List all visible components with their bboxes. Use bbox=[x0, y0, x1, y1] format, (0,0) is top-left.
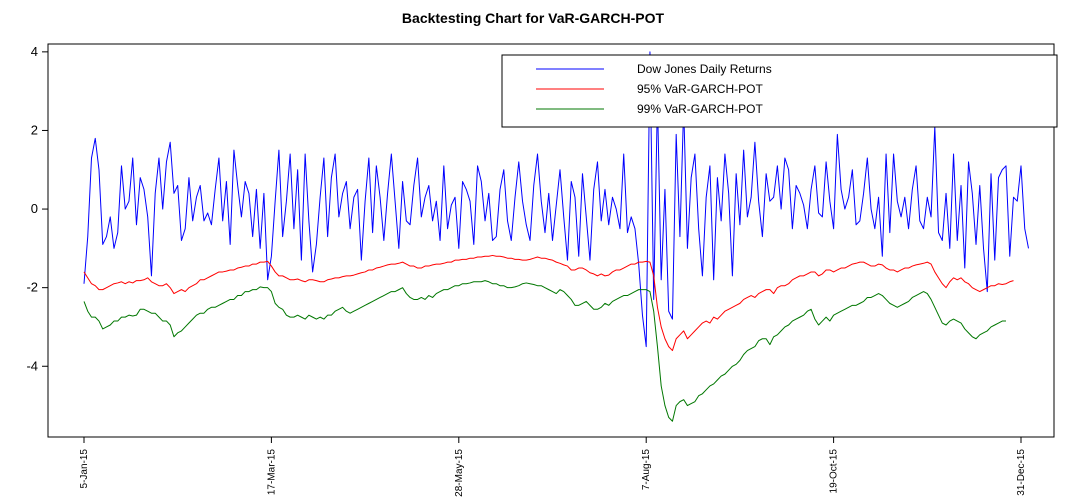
series-line-dow-jones-returns bbox=[83, 51, 1029, 348]
x-tick-label: 28-May-15 bbox=[454, 449, 465, 497]
chart-title: Backtesting Chart for VaR-GARCH-POT bbox=[402, 10, 665, 26]
x-tick-label: 31-Dec-15 bbox=[1016, 449, 1027, 496]
plot-area-frame bbox=[47, 43, 1055, 438]
x-tick-label: 5-Jan-15 bbox=[79, 449, 90, 489]
x-axis: 5-Jan-15 17-Mar-15 28-May-15 7-Aug-15 19-Oct… bbox=[79, 437, 1027, 497]
y-tick-label: 4 bbox=[31, 44, 38, 59]
y-tick-label: -2 bbox=[26, 280, 38, 295]
x-tick-label: 17-Mar-15 bbox=[266, 449, 277, 496]
legend-box bbox=[501, 54, 1058, 128]
y-axis: -4 -2 0 2 4 bbox=[26, 44, 48, 373]
series-line-var-95 bbox=[83, 254, 1014, 352]
legend-label: 95% VaR-GARCH-POT bbox=[637, 82, 763, 96]
y-tick-label: 0 bbox=[31, 201, 38, 216]
y-tick-label: -4 bbox=[26, 358, 38, 373]
legend-label: 99% VaR-GARCH-POT bbox=[637, 102, 763, 116]
series-layer bbox=[83, 51, 1029, 422]
legend-item-var-95: 95% VaR-GARCH-POT bbox=[536, 82, 763, 96]
legend: Dow Jones Daily Returns 95% VaR-GARCH-POT… bbox=[501, 54, 1058, 128]
legend-label: Dow Jones Daily Returns bbox=[637, 62, 772, 76]
legend-item-var-99: 99% VaR-GARCH-POT bbox=[536, 102, 763, 116]
x-tick-label: 7-Aug-15 bbox=[641, 449, 652, 491]
y-tick-label: 2 bbox=[31, 122, 38, 137]
series-line-var-99 bbox=[83, 280, 1007, 422]
legend-item-dow-jones-returns: Dow Jones Daily Returns bbox=[536, 62, 772, 76]
x-tick-label: 19-Oct-15 bbox=[829, 449, 840, 494]
